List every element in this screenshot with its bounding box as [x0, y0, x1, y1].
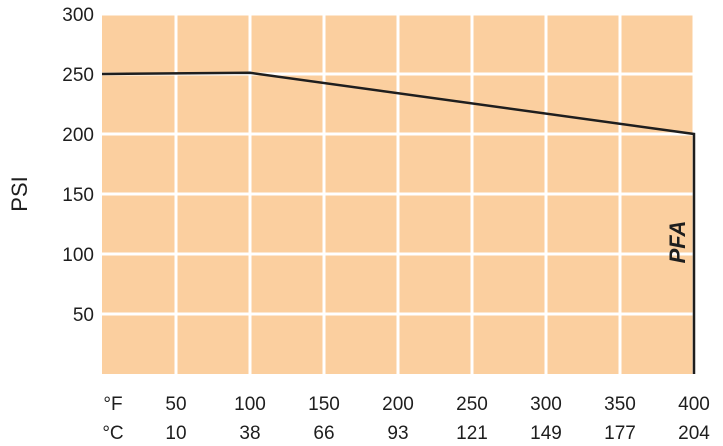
- y-tick-label: 300: [62, 5, 94, 26]
- y-axis-title: PSI: [7, 176, 32, 211]
- x-tick-label-celsius: 93: [387, 423, 408, 444]
- x-tick-label-celsius: 66: [313, 423, 334, 444]
- x-tick-label-celsius: 177: [604, 423, 636, 444]
- y-tick-label: 250: [62, 65, 94, 86]
- x-tick-label-celsius: 10: [165, 423, 186, 444]
- x-tick-label-fahrenheit: 100: [234, 394, 266, 415]
- y-tick-label: 150: [62, 185, 94, 206]
- x-tick-label-fahrenheit: 150: [308, 394, 340, 415]
- annotations: PFA: [665, 221, 690, 264]
- y-tick-label: 100: [62, 245, 94, 266]
- x-tick-label-fahrenheit: 350: [604, 394, 636, 415]
- x-unit-label-fahrenheit: °F: [103, 394, 122, 415]
- x-tick-label-celsius: 149: [530, 423, 562, 444]
- x-tick-label-fahrenheit: 400: [678, 394, 710, 415]
- x-tick-label-fahrenheit: 200: [382, 394, 414, 415]
- x-tick-label-fahrenheit: 50: [165, 394, 186, 415]
- x-tick-label-fahrenheit: 250: [456, 394, 488, 415]
- x-unit-label-celsius: °C: [102, 423, 123, 444]
- x-tick-label-fahrenheit: 300: [530, 394, 562, 415]
- annotation-label: PFA: [665, 221, 690, 264]
- x-tick-label-celsius: 38: [239, 423, 260, 444]
- x-tick-label-celsius: 204: [678, 423, 710, 444]
- y-tick-labels: 50 100 150 200 250 300: [62, 5, 94, 326]
- x-tick-label-celsius: 121: [456, 423, 488, 444]
- x-tick-labels: 50 10 100 38 150 66 200 93 250 121 300 149 350 177 400…: [165, 394, 710, 444]
- y-tick-label: 200: [62, 125, 94, 146]
- y-tick-label: 50: [73, 305, 94, 326]
